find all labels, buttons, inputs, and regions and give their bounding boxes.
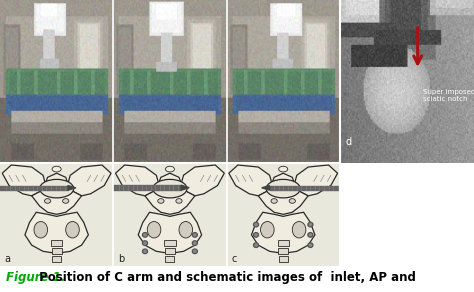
- Text: b: b: [118, 254, 124, 264]
- Bar: [0, 185, 68, 190]
- Circle shape: [143, 241, 147, 245]
- Text: Super imposed
sciatic notch: Super imposed sciatic notch: [423, 88, 474, 102]
- Circle shape: [254, 222, 258, 227]
- Circle shape: [254, 233, 258, 237]
- Ellipse shape: [64, 190, 70, 194]
- Ellipse shape: [292, 222, 306, 238]
- Ellipse shape: [179, 222, 192, 238]
- Text: Figure 1.: Figure 1.: [6, 271, 65, 284]
- Ellipse shape: [289, 199, 295, 203]
- Ellipse shape: [34, 222, 47, 238]
- Circle shape: [144, 242, 146, 244]
- Polygon shape: [145, 173, 195, 214]
- Ellipse shape: [270, 190, 276, 194]
- Circle shape: [194, 242, 196, 244]
- Ellipse shape: [43, 190, 50, 194]
- Bar: [165, 248, 175, 254]
- Circle shape: [192, 233, 197, 237]
- Bar: [270, 185, 342, 190]
- Polygon shape: [262, 185, 270, 190]
- Text: d: d: [345, 137, 351, 147]
- Polygon shape: [229, 165, 272, 196]
- Circle shape: [194, 250, 196, 252]
- Circle shape: [194, 234, 196, 236]
- Text: a: a: [5, 254, 10, 264]
- Circle shape: [144, 250, 146, 252]
- Bar: [165, 256, 174, 262]
- Bar: [164, 240, 175, 246]
- Ellipse shape: [147, 222, 161, 238]
- Polygon shape: [68, 165, 111, 196]
- Circle shape: [144, 234, 146, 236]
- Polygon shape: [25, 212, 88, 253]
- Ellipse shape: [279, 166, 288, 172]
- Polygon shape: [68, 185, 76, 190]
- Ellipse shape: [45, 199, 51, 203]
- Bar: [111, 185, 181, 190]
- Ellipse shape: [261, 222, 274, 238]
- Polygon shape: [2, 165, 46, 196]
- Circle shape: [255, 234, 257, 236]
- Ellipse shape: [158, 199, 164, 203]
- Ellipse shape: [290, 190, 297, 194]
- Polygon shape: [32, 173, 82, 214]
- Polygon shape: [342, 184, 350, 192]
- Circle shape: [255, 244, 257, 246]
- Bar: [278, 240, 289, 246]
- Polygon shape: [103, 184, 111, 192]
- Ellipse shape: [177, 190, 183, 194]
- Polygon shape: [252, 212, 315, 253]
- Ellipse shape: [40, 179, 73, 198]
- Ellipse shape: [52, 166, 61, 172]
- Bar: [278, 248, 288, 254]
- Polygon shape: [116, 165, 159, 196]
- Circle shape: [192, 249, 197, 253]
- Circle shape: [308, 243, 313, 247]
- Text: c: c: [231, 254, 237, 264]
- Ellipse shape: [176, 199, 182, 203]
- Circle shape: [309, 244, 311, 246]
- Text: Position of C arm and schematic images of  inlet, AP and: Position of C arm and schematic images o…: [35, 271, 416, 284]
- Circle shape: [308, 233, 313, 237]
- Ellipse shape: [266, 179, 300, 198]
- Circle shape: [255, 224, 257, 226]
- Polygon shape: [181, 165, 224, 196]
- Ellipse shape: [165, 166, 174, 172]
- Circle shape: [309, 234, 311, 236]
- Circle shape: [309, 224, 311, 226]
- Bar: [279, 256, 288, 262]
- Circle shape: [143, 233, 147, 237]
- Polygon shape: [138, 212, 201, 253]
- Ellipse shape: [66, 222, 79, 238]
- Ellipse shape: [271, 199, 277, 203]
- Circle shape: [308, 222, 313, 227]
- Polygon shape: [294, 165, 337, 196]
- Polygon shape: [258, 173, 308, 214]
- Bar: [52, 256, 61, 262]
- Ellipse shape: [153, 179, 187, 198]
- Bar: [51, 240, 62, 246]
- Ellipse shape: [156, 190, 163, 194]
- Circle shape: [254, 243, 258, 247]
- Circle shape: [192, 241, 197, 245]
- Polygon shape: [181, 185, 189, 190]
- Circle shape: [143, 249, 147, 253]
- Ellipse shape: [63, 199, 69, 203]
- Bar: [52, 248, 62, 254]
